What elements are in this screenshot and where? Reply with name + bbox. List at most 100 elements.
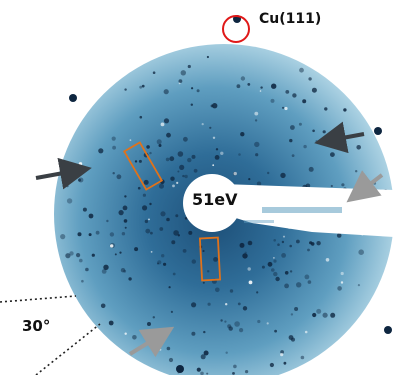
diffraction-spot <box>65 253 71 259</box>
edge-spot <box>374 127 382 135</box>
diffraction-spot <box>81 279 84 283</box>
diffraction-spot <box>248 178 251 181</box>
diffraction-spot <box>169 156 175 162</box>
diffraction-spot <box>101 269 107 274</box>
diffraction-spot <box>160 211 166 217</box>
diffraction-spot <box>289 138 293 143</box>
diffraction-spot <box>179 164 185 170</box>
diffraction-spot <box>190 103 193 106</box>
diffraction-spot <box>342 133 345 136</box>
diffraction-spot <box>121 232 126 236</box>
diffraction-spot <box>244 251 247 254</box>
diffraction-spot <box>147 322 151 326</box>
diffraction-spot <box>300 355 305 360</box>
diffraction-spot <box>281 240 285 244</box>
diffraction-spot <box>336 233 342 238</box>
bright-speck <box>340 271 344 276</box>
diffraction-spot <box>234 321 240 327</box>
diffraction-spot <box>232 372 235 375</box>
diffraction-spot <box>271 268 275 272</box>
bright-speck <box>176 181 179 184</box>
diffraction-spot <box>191 331 196 336</box>
diffraction-spot <box>170 176 175 181</box>
diffraction-spot <box>187 64 191 69</box>
diffraction-spot <box>139 115 143 119</box>
diffraction-spot <box>284 271 289 275</box>
bright-speck <box>259 90 262 92</box>
bright-speck <box>148 218 150 221</box>
bright-speck <box>248 280 253 285</box>
diffraction-spot <box>172 272 176 276</box>
diffraction-spot <box>196 367 201 372</box>
diffraction-spot <box>60 234 66 240</box>
diffraction-spot <box>242 253 248 259</box>
diffraction-spot <box>108 320 114 326</box>
diffraction-spot <box>355 170 358 173</box>
diffraction-spot <box>159 183 164 189</box>
bright-speck <box>247 267 251 271</box>
bright-speck <box>212 164 215 167</box>
bright-speck <box>110 244 114 248</box>
diffraction-spot <box>182 174 185 178</box>
diffraction-spot <box>330 184 333 188</box>
edge-spot <box>384 326 392 334</box>
diffraction-spot <box>299 67 304 73</box>
diffraction-spot <box>150 231 153 235</box>
diffraction-spot <box>132 335 137 340</box>
bright-speck <box>273 257 275 259</box>
diffraction-spot <box>257 319 261 324</box>
diffraction-spot <box>168 286 171 289</box>
diffraction-spot <box>124 195 127 198</box>
diffraction-spot <box>165 157 170 162</box>
diffraction-spot <box>312 312 317 318</box>
diffraction-spot <box>215 148 219 151</box>
diffraction-spot <box>273 271 278 277</box>
diffraction-spot <box>233 364 237 369</box>
diffraction-spot <box>119 251 122 254</box>
diffraction-spot <box>337 286 342 291</box>
edge-spot <box>69 94 77 102</box>
arrow-dark-right <box>314 121 365 154</box>
diffraction-spot <box>112 172 115 175</box>
diffraction-spot <box>146 145 150 149</box>
diffraction-spot <box>296 282 302 288</box>
diffraction-spot <box>245 370 249 374</box>
diffraction-spot <box>166 132 171 138</box>
diffraction-spot <box>308 77 312 81</box>
diffraction-spot <box>106 219 109 223</box>
diffraction-spot <box>240 76 246 81</box>
diffraction-spot <box>163 89 169 95</box>
diffraction-spot <box>294 307 299 311</box>
diffraction-spot <box>158 144 162 147</box>
edge-spot <box>176 365 184 373</box>
diffraction-spot <box>191 302 197 308</box>
diffraction-spot <box>285 90 290 94</box>
diffraction-spot <box>256 181 262 186</box>
diffraction-spot <box>322 130 326 134</box>
diffraction-spot <box>357 284 360 287</box>
diffraction-spot <box>290 313 294 316</box>
diffraction-spot <box>206 372 209 375</box>
diffraction-spot <box>267 261 273 267</box>
cu111-label: Cu(111) <box>259 11 322 27</box>
diffraction-spot <box>239 242 245 248</box>
diffraction-spot <box>182 249 187 253</box>
diffraction-spot <box>141 84 145 88</box>
bright-speck <box>325 258 330 262</box>
diffraction-spot <box>122 205 128 211</box>
arrow-dark-left <box>35 157 92 190</box>
highlight-rectangle-lower <box>198 236 222 282</box>
diffraction-spot <box>307 280 312 284</box>
diffraction-spot <box>82 207 87 212</box>
bright-speck <box>254 111 259 116</box>
arrow-light-bottom <box>128 326 175 358</box>
bright-speck <box>129 139 132 142</box>
bright-speck <box>304 330 308 334</box>
diffraction-spot <box>269 362 274 368</box>
bright-speck <box>159 348 162 351</box>
bright-speck <box>201 123 204 126</box>
diffraction-spot <box>188 230 193 235</box>
diffraction-spot <box>79 258 83 263</box>
